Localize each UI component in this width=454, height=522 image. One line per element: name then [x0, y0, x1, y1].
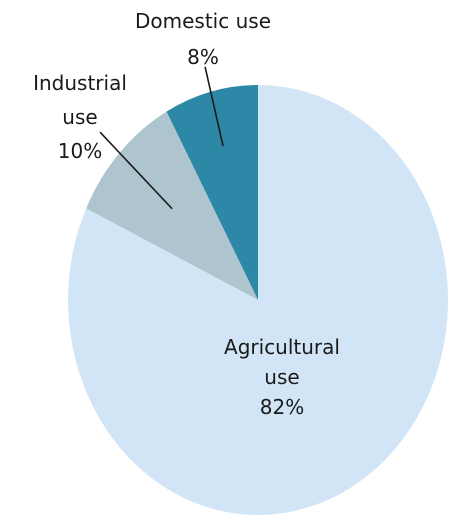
slice-label-domestic: Domestic use [135, 9, 271, 33]
slice-label-industrial: Industrial [33, 71, 127, 95]
slice-value-domestic: 8% [187, 45, 219, 69]
leader-line-industrial [99, 131, 173, 210]
slice-label-industrial-line2: use [62, 105, 97, 129]
slice-value-industrial: 10% [58, 139, 102, 163]
slice-label-agricultural: Agricultural [224, 335, 340, 359]
pie-slice-domestic [166, 85, 258, 300]
pie-slice-agricultural [67, 85, 448, 515]
leader-lines [99, 66, 224, 210]
leader-line-domestic [204, 66, 224, 147]
pie-slices [67, 85, 448, 515]
slice-label-agricultural-line2: use [264, 365, 299, 389]
slice-value-agricultural: 82% [260, 395, 304, 419]
pie-slice-industrial [86, 111, 258, 300]
